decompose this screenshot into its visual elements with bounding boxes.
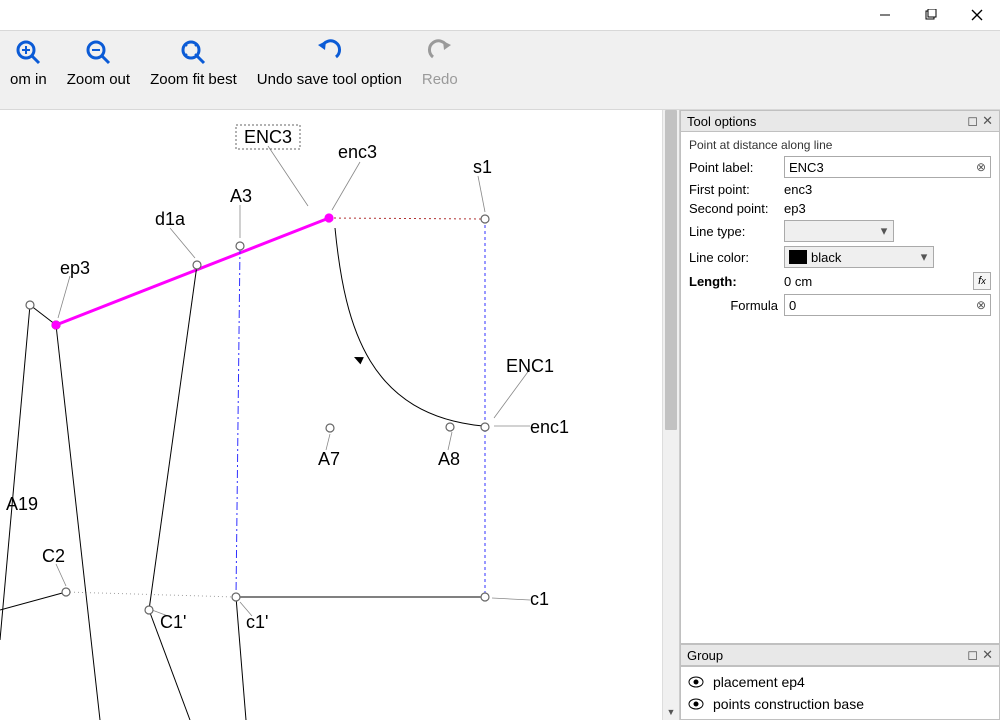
svg-text:C1': C1' — [160, 612, 186, 632]
first-point-value: enc3 — [784, 182, 991, 197]
group-item[interactable]: points construction base — [687, 693, 993, 715]
second-point-value: ep3 — [784, 201, 991, 216]
eye-icon[interactable] — [687, 698, 705, 710]
group-panel-header[interactable]: Group ◻✕ — [680, 644, 1000, 666]
vertical-scrollbar[interactable]: ▲ ▼ — [662, 110, 679, 720]
group-panel-title: Group — [687, 648, 723, 663]
color-swatch — [789, 250, 807, 264]
tool-options-header[interactable]: Tool options ◻✕ — [680, 110, 1000, 132]
svg-text:A3: A3 — [230, 186, 252, 206]
undo-icon — [314, 35, 344, 69]
tool-options-title: Tool options — [687, 114, 756, 129]
svg-text:s1: s1 — [473, 157, 492, 177]
scroll-thumb[interactable] — [665, 110, 677, 430]
detach-icon[interactable]: ◻ — [967, 647, 978, 663]
svg-text:d1a: d1a — [155, 209, 186, 229]
window-minimize-button[interactable] — [862, 0, 908, 30]
svg-text:C2: C2 — [42, 546, 65, 566]
second-point-key: Second point: — [689, 201, 784, 216]
titlebar — [0, 0, 1000, 30]
fx-icon[interactable]: fx — [973, 272, 991, 290]
zoom-out-icon — [83, 35, 113, 69]
length-key: Length: — [689, 274, 784, 289]
undo-button[interactable]: Undo save tool option — [247, 35, 412, 88]
zoom-in-label: om in — [10, 71, 47, 88]
line-color-combo[interactable]: black▾ — [784, 246, 934, 268]
redo-button[interactable]: Redo — [412, 35, 468, 88]
drawing-canvas[interactable]: ep3 d1a A3 enc3 ENC3 s1 A7 A8 enc1 ENC1 A19 C2 C1' c1… — [0, 110, 680, 720]
chevron-down-icon: ▾ — [915, 249, 933, 265]
window-close-button[interactable] — [954, 0, 1000, 30]
tool-options-body: Point at distance along line Point label… — [680, 132, 1000, 644]
zoom-fit-icon — [178, 35, 208, 69]
clear-icon[interactable]: ⊗ — [972, 160, 990, 174]
length-value: 0 cm — [784, 274, 969, 289]
point-label-key: Point label: — [689, 160, 784, 175]
close-panel-icon[interactable]: ✕ — [982, 647, 993, 663]
svg-text:c1': c1' — [246, 612, 268, 632]
close-panel-icon[interactable]: ✕ — [982, 113, 993, 129]
undo-label: Undo save tool option — [257, 71, 402, 88]
scroll-down-arrow[interactable]: ▼ — [663, 703, 679, 720]
svg-text:ep3: ep3 — [60, 258, 90, 278]
line-type-combo[interactable]: ▾ — [784, 220, 894, 242]
svg-text:A19: A19 — [6, 494, 38, 514]
group-item[interactable]: placement ep4 — [687, 671, 993, 693]
zoom-fit-label: Zoom fit best — [150, 71, 237, 88]
formula-key: Formula — [689, 298, 784, 313]
group-item-label: placement ep4 — [713, 674, 805, 690]
chevron-down-icon: ▾ — [875, 223, 893, 239]
svg-text:ENC3: ENC3 — [244, 127, 292, 147]
toolbar: om in Zoom out Zoom fit best Undo save t… — [0, 30, 1000, 110]
redo-icon — [425, 35, 455, 69]
zoom-fit-button[interactable]: Zoom fit best — [140, 35, 247, 88]
right-panel: Tool options ◻✕ Point at distance along … — [680, 110, 1000, 720]
group-item-label: points construction base — [713, 696, 864, 712]
svg-text:c1: c1 — [530, 589, 549, 609]
redo-label: Redo — [422, 71, 458, 88]
svg-text:ENC1: ENC1 — [506, 356, 554, 376]
tool-section-title: Point at distance along line — [689, 138, 991, 152]
line-type-key: Line type: — [689, 224, 784, 239]
svg-text:A7: A7 — [318, 449, 340, 469]
window-maximize-button[interactable] — [908, 0, 954, 30]
detach-icon[interactable]: ◻ — [967, 113, 978, 129]
first-point-key: First point: — [689, 182, 784, 197]
eye-icon[interactable] — [687, 676, 705, 688]
point-label-input[interactable]: ⊗ — [784, 156, 991, 178]
svg-text:enc1: enc1 — [530, 417, 569, 437]
svg-text:A8: A8 — [438, 449, 460, 469]
zoom-in-button[interactable]: om in — [0, 35, 57, 88]
zoom-in-icon — [13, 35, 43, 69]
zoom-out-button[interactable]: Zoom out — [57, 35, 140, 88]
main: ep3 d1a A3 enc3 ENC3 s1 A7 A8 enc1 ENC1 A19 C2 C1' c1… — [0, 110, 1000, 720]
line-color-key: Line color: — [689, 250, 784, 265]
formula-input[interactable]: ⊗ — [784, 294, 991, 316]
group-panel-body: placement ep4 points construction base — [680, 666, 1000, 720]
clear-icon[interactable]: ⊗ — [972, 298, 990, 312]
zoom-out-label: Zoom out — [67, 71, 130, 88]
svg-text:enc3: enc3 — [338, 142, 377, 162]
